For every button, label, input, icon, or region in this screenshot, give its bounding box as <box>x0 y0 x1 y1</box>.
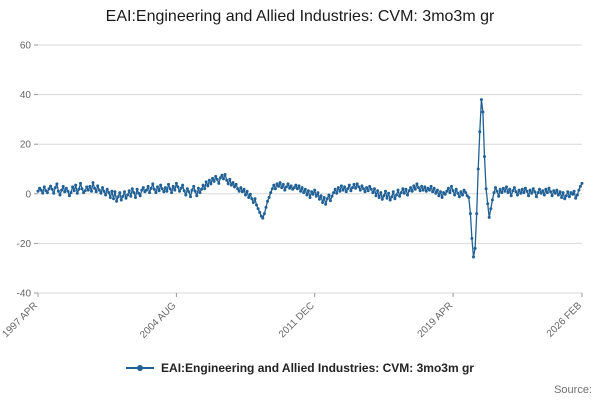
legend-label: EAI:Engineering and Allied Industries: C… <box>161 361 474 375</box>
source-label: Source: <box>554 384 592 396</box>
svg-text:40: 40 <box>20 90 32 101</box>
svg-text:2004 AUG: 2004 AUG <box>138 300 179 341</box>
svg-text:-20: -20 <box>17 239 32 250</box>
svg-text:60: 60 <box>20 41 32 52</box>
svg-text:1997 APR: 1997 APR <box>0 300 40 340</box>
svg-text:2019 APR: 2019 APR <box>416 300 456 340</box>
svg-text:-40: -40 <box>17 289 32 300</box>
legend-line-marker-icon <box>126 365 155 371</box>
chart-title: EAI:Engineering and Allied Industries: C… <box>105 8 495 25</box>
svg-text:2026 FEB: 2026 FEB <box>545 300 584 339</box>
legend-item[interactable]: EAI:Engineering and Allied Industries: C… <box>0 361 600 375</box>
svg-text:20: 20 <box>20 140 32 151</box>
svg-text:2011 DEC: 2011 DEC <box>277 300 317 340</box>
svg-text:0: 0 <box>25 189 31 200</box>
